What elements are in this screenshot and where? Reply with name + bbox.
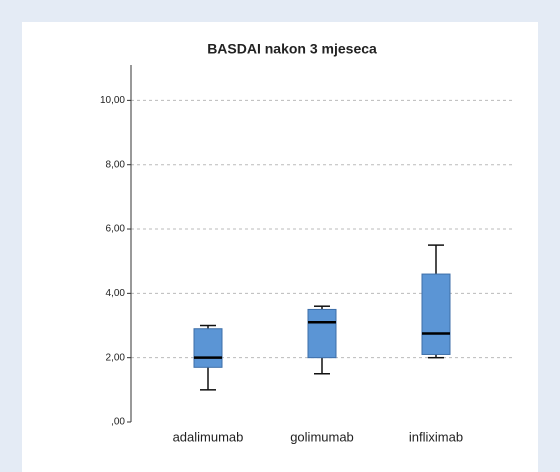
x-tick-label: golimumab xyxy=(290,429,354,444)
y-tick-label: ,00 xyxy=(111,417,125,428)
panel xyxy=(22,22,538,472)
y-tick-label: 6,00 xyxy=(106,224,126,235)
box xyxy=(307,308,337,359)
chart-title: BASDAI nakon 3 mjeseca xyxy=(207,41,377,57)
x-tick-label: infliximab xyxy=(409,429,463,444)
box xyxy=(421,273,451,355)
y-tick-label: 4,00 xyxy=(106,288,126,299)
box xyxy=(193,328,223,368)
y-tick-label: 8,00 xyxy=(106,159,126,170)
y-tick-label: 10,00 xyxy=(100,95,125,106)
x-tick-label: adalimumab xyxy=(173,429,244,444)
y-tick-label: 2,00 xyxy=(106,352,126,363)
